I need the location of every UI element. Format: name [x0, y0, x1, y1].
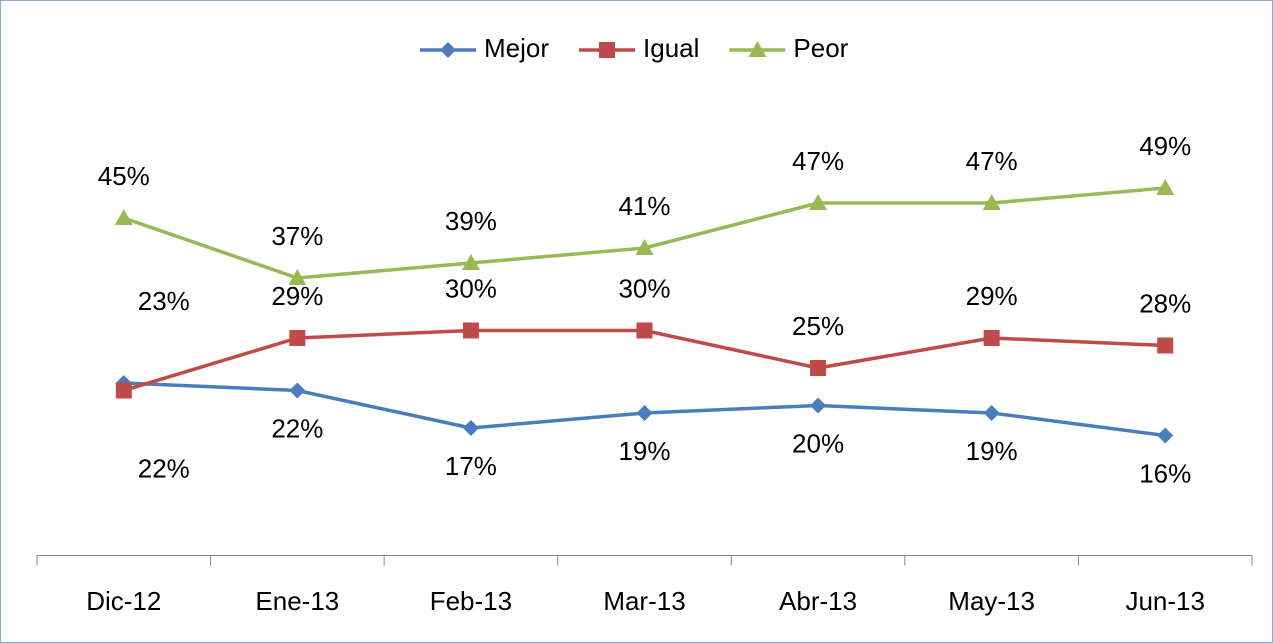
data-point: [810, 360, 827, 376]
data-label: 17%: [445, 451, 497, 481]
data-point: [115, 382, 132, 399]
x-tick-label: May-13: [948, 586, 1035, 616]
x-tick-label: Jun-13: [1125, 586, 1205, 616]
data-label: 47%: [966, 146, 1018, 176]
data-point: [288, 269, 307, 285]
legend-label: Mejor: [484, 33, 549, 63]
data-label: 19%: [966, 436, 1018, 466]
data-label: 28%: [1139, 288, 1191, 318]
data-label: 45%: [98, 161, 150, 191]
data-point: [289, 382, 306, 399]
data-point: [983, 330, 1000, 346]
data-label: 49%: [1139, 131, 1191, 161]
data-label: 23%: [138, 286, 190, 316]
legend-label: Igual: [643, 33, 699, 63]
data-point: [983, 405, 1000, 421]
data-point: [289, 330, 306, 346]
data-label: 22%: [271, 413, 323, 443]
data-point: [1157, 337, 1174, 354]
x-tick-label: Mar-13: [603, 586, 685, 616]
x-tick-label: Ene-13: [255, 586, 339, 616]
data-point: [462, 322, 479, 339]
data-point: [635, 239, 654, 255]
data-point: [809, 194, 828, 210]
data-label: 25%: [792, 311, 844, 341]
x-tick-label: Dic-12: [86, 586, 161, 616]
data-point: [461, 254, 480, 270]
data-label: 20%: [792, 428, 844, 458]
data-label: 22%: [138, 453, 190, 483]
data-point: [636, 405, 653, 421]
data-point: [1157, 427, 1174, 444]
data-point: [462, 420, 479, 436]
legend-label: Peor: [793, 33, 848, 63]
data-label: 29%: [966, 281, 1018, 311]
data-label: 37%: [271, 221, 323, 251]
legend-marker: [440, 42, 456, 58]
data-point: [810, 397, 827, 414]
data-label: 39%: [445, 206, 497, 236]
data-label: 41%: [618, 191, 670, 221]
data-point: [636, 322, 653, 339]
data-label: 47%: [792, 146, 844, 176]
legend-marker: [748, 41, 767, 57]
data-label: 30%: [618, 273, 670, 303]
data-point: [114, 209, 133, 225]
data-label: 29%: [271, 281, 323, 311]
data-label: 16%: [1139, 458, 1191, 488]
data-point: [982, 194, 1001, 210]
x-tick-label: Abr-13: [779, 586, 857, 616]
data-label: 19%: [618, 436, 670, 466]
data-label: 30%: [445, 273, 497, 303]
data-point: [1156, 179, 1175, 195]
x-tick-label: Feb-13: [430, 586, 512, 616]
legend-marker: [599, 42, 616, 58]
